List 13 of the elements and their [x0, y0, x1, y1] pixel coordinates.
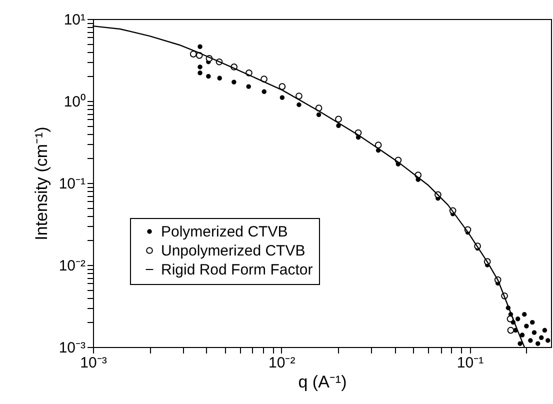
x-axis-title: q (A⁻¹) — [298, 372, 347, 392]
y-tick-label: 10⁻² — [58, 258, 86, 274]
y-tick-label: 10⁻¹ — [58, 176, 86, 192]
y-tick-label: 10⁻³ — [58, 340, 86, 356]
y-axis-title: Intensity (cm⁻¹) — [32, 126, 51, 240]
x-tick-label: 10⁻¹ — [456, 354, 484, 372]
legend-label: Unpolymerized CTVB — [161, 242, 306, 260]
x-tick-label: 10⁻³ — [80, 354, 107, 372]
y-tick-label: 10⁰ — [64, 94, 86, 110]
y-tick-label: 10¹ — [64, 12, 86, 28]
x-tick-label: 10⁻² — [268, 354, 296, 372]
legend-label: Polymerized CTVB — [161, 224, 288, 240]
legend-label: Rigid Rod Form Factor — [161, 262, 313, 278]
